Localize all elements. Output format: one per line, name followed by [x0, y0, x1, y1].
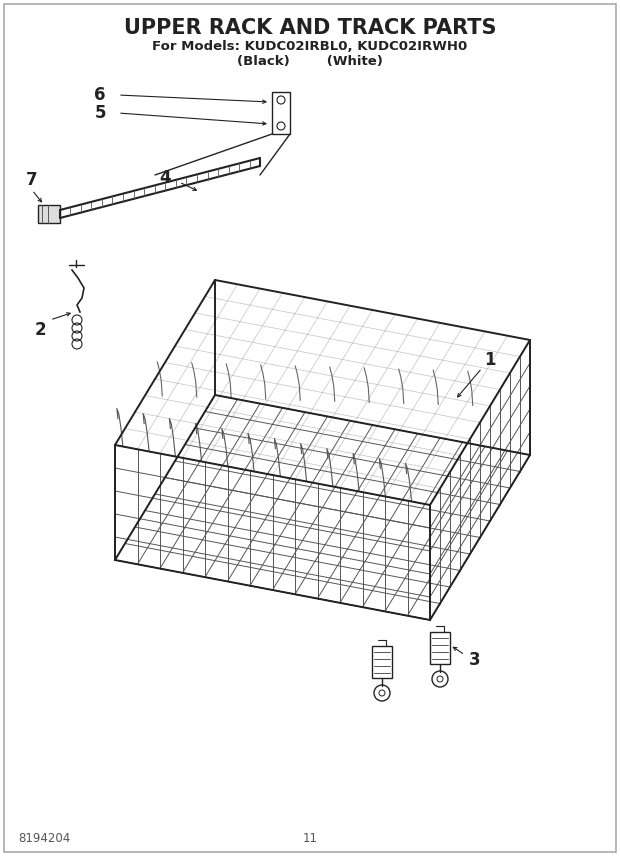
Bar: [430, 632, 450, 664]
Text: 2: 2: [34, 321, 46, 339]
Text: 11: 11: [303, 831, 317, 845]
Text: For Models: KUDC02IRBL0, KUDC02IRWH0: For Models: KUDC02IRBL0, KUDC02IRWH0: [153, 40, 467, 53]
Text: 7: 7: [26, 171, 38, 189]
Text: (Black)        (White): (Black) (White): [237, 55, 383, 68]
Bar: [38, 205, 60, 223]
Text: 1: 1: [484, 351, 496, 369]
Bar: [372, 646, 392, 678]
Text: 8194204: 8194204: [18, 831, 70, 845]
Text: 5: 5: [94, 104, 106, 122]
Text: 6: 6: [94, 86, 106, 104]
Text: 4: 4: [159, 169, 171, 187]
Text: 3: 3: [469, 651, 481, 669]
Bar: [272, 92, 290, 134]
Text: UPPER RACK AND TRACK PARTS: UPPER RACK AND TRACK PARTS: [124, 18, 496, 38]
